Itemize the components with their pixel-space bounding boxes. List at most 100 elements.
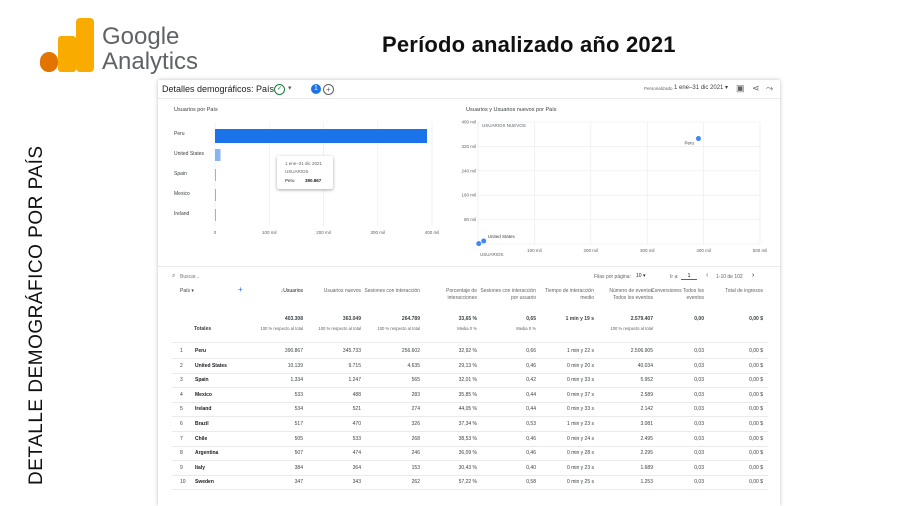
row-value: 0,03 [694,406,704,413]
share-icon[interactable]: ⋖ [752,83,760,93]
totals-note: 100 % respecto al total [610,326,653,331]
row-value: 0,03 [694,362,704,369]
date-range-value: 1 ene–31 dic 2021 [674,85,724,91]
column-header[interactable]: Sesiones con interacción por usuario [480,288,536,301]
data-table: País ▾ + ↓Usuarios Usuarios nuevos Sesiones … [158,284,780,506]
row-country[interactable]: Spain [195,377,209,384]
row-value: 0,46 [526,450,536,457]
goto-page-input[interactable] [681,272,697,280]
row-value: 507 [294,450,303,457]
table-search-input[interactable] [180,273,300,281]
row-value: 0,00 $ [749,435,763,442]
row-value: 0,03 [694,391,704,398]
table-row-divider [172,431,768,432]
column-header[interactable]: Porcentaje de interacciones [446,288,477,301]
totals-note: 100 % respecto al total [318,326,361,331]
prev-page-icon[interactable]: ‹ [706,272,709,279]
row-country[interactable]: Argentina [195,450,219,457]
filter-count-badge[interactable]: 1 [311,84,321,94]
row-value: 0,00 $ [749,450,763,457]
add-dimension-icon[interactable]: + [238,285,243,294]
row-value: 1.689 [640,464,653,471]
analytics-report-panel: Detalles demográficos: País ✓ ▾ 1 + Pers… [158,80,780,506]
column-header[interactable]: Total de ingresos [725,288,763,294]
bar-x-tick-label: 400 mil [425,230,440,235]
google-analytics-logo-icon [40,18,94,72]
row-value: 0,00 $ [749,391,763,398]
next-page-icon[interactable]: › [752,272,755,279]
row-value: 1.334 [290,377,303,384]
scatter-x-axis-label: USUARIOS [480,252,504,257]
check-circle-icon[interactable]: ✓ [274,84,285,95]
column-header-pais[interactable]: País ▾ [180,288,194,294]
totals-note: Media 0 % [457,326,477,331]
row-value: 256.602 [401,348,420,354]
row-value: 0 min y 28 s [567,450,594,457]
scatter-x-tick-label: 500 mil [753,248,768,253]
row-value: 274 [411,406,420,413]
row-value: 2.142 [640,406,653,413]
row-country[interactable]: Ireland [195,406,212,413]
row-value: 0,03 [694,377,704,384]
column-header[interactable]: ↓Usuarios [280,288,303,294]
row-value: 29,13 % [458,362,477,369]
logo-line-analytics: Analytics [102,48,199,75]
row-index: 9 [180,464,183,471]
bar-peru [215,129,428,143]
table-row-divider [172,342,768,343]
bar-united-states [215,149,221,161]
row-value: 0 min y 20 s [567,362,594,369]
bar-chart-tooltip: 1 ene–31 dic 2021 USUARIOS Peru 390.867 [277,156,333,189]
rows-per-page-select[interactable]: 10 ▾ [636,273,646,279]
row-value: 0,03 [694,348,704,354]
totals-note: 100 % respecto al total [377,326,420,331]
row-value: 534 [294,406,303,413]
row-country[interactable]: Chile [195,435,208,442]
add-comparison-icon[interactable]: + [323,84,334,95]
table-row-divider [172,358,768,359]
date-range-picker[interactable]: 1 ene–31 dic 2021 ▾ [674,85,729,91]
row-value: 5.952 [640,377,653,384]
scatter-point-label: Peru [684,141,694,146]
column-header[interactable]: Usuarios nuevos [323,288,361,294]
scatter-x-tick-label: 300 mil [640,248,655,253]
table-row-divider [172,416,768,418]
row-country[interactable]: Italy [195,464,206,471]
row-country[interactable]: Brazil [195,421,209,427]
totals-value: 264.789 [401,316,420,322]
row-value: 326 [411,421,420,427]
row-value: 1 min y 23 s [567,421,594,427]
column-header[interactable]: Número de eventos Todos los eventos [609,288,653,301]
date-range-label: Personalizado [644,86,673,91]
scatter-chart: 100 mil 200 mil 300 mil 400 mil 500 mil 80 mi… [461,120,768,254]
bar-x-tick-label: 0 [214,230,217,235]
totals-value: 403.308 [284,316,303,322]
scatter-y-tick-label: 160 mil [461,193,476,198]
row-value: 44,05 % [458,406,477,413]
row-value: 57,22 % [458,479,477,486]
row-country[interactable]: United States [195,362,227,369]
row-value: 30,43 % [458,464,477,471]
scatter-point [476,241,482,247]
totals-note: 100 % respecto al total [260,326,303,331]
column-header[interactable]: Conversiones Todos los eventos [651,288,704,301]
scatter-point [481,238,487,244]
chevron-down-icon[interactable]: ▾ [288,85,292,92]
totals-value: 363.049 [342,316,361,322]
row-value: 2.495 [640,435,653,442]
row-value: 0 min y 33 s [567,377,594,384]
column-header[interactable]: Tiempo de interacción medio [544,288,594,301]
row-value: 0,44 [526,391,536,398]
row-value: 390.867 [284,348,303,354]
customize-report-icon[interactable]: ▣ [736,83,745,93]
google-analytics-wordmark: Google Analytics [102,24,198,74]
tooltip-metric: USUARIOS [285,169,309,174]
bar-x-tick-label: 200 mil [316,230,331,235]
row-country[interactable]: Peru [195,348,207,354]
row-country[interactable]: Sweden [195,479,214,486]
bar-chart: 0 100 mil 200 mil 300 mil 400 mil Peru United … [174,122,440,235]
row-country[interactable]: Mexico [195,391,212,398]
bar-mexico [215,189,216,201]
insights-icon[interactable]: ⤳ [766,83,774,93]
column-header[interactable]: Sesiones con interacción [364,288,420,294]
